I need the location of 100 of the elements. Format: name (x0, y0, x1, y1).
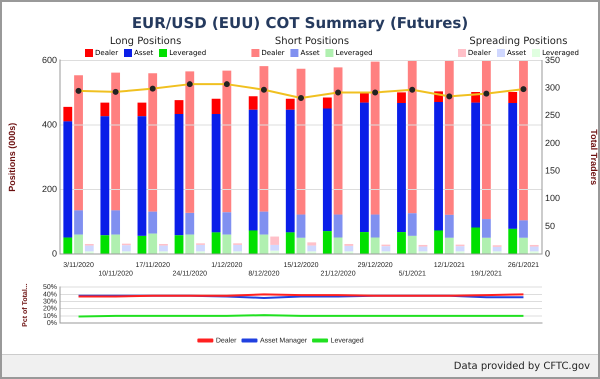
bar (138, 236, 146, 254)
bar (174, 235, 184, 254)
bar (122, 245, 131, 252)
bar (408, 60, 417, 214)
bar (185, 212, 194, 235)
bar (471, 228, 480, 254)
bar (159, 246, 168, 252)
bar (63, 121, 72, 238)
bar (212, 98, 221, 114)
y2-tick-label: 300 (545, 82, 560, 93)
bar (322, 231, 332, 254)
bar (296, 68, 306, 215)
bar (74, 234, 83, 254)
bar (508, 102, 518, 229)
bar (74, 210, 83, 235)
bar (444, 214, 454, 238)
bar (519, 60, 528, 220)
bar (397, 102, 406, 232)
bar (222, 212, 232, 235)
legend-title: Short Positions (274, 36, 350, 47)
bar (344, 246, 354, 252)
bar (434, 230, 443, 254)
y-tick-label: 400 (42, 119, 57, 130)
y2-tick-label: 50 (545, 220, 556, 231)
bar (248, 230, 258, 254)
bar (248, 110, 258, 230)
bar (100, 102, 110, 116)
bar (286, 98, 295, 110)
bar (100, 116, 110, 236)
bar (370, 214, 380, 238)
bar (519, 220, 528, 238)
bar (270, 244, 280, 251)
bar (408, 213, 417, 236)
bar (100, 235, 110, 254)
y-tick-label: 600 (42, 54, 57, 65)
y-tick-label: 200 (42, 184, 57, 194)
bar (508, 92, 518, 103)
bar (138, 102, 146, 116)
bar (111, 234, 120, 254)
bar (260, 234, 268, 254)
bar (530, 246, 539, 252)
bar (63, 238, 72, 254)
y2-tick-label: 250 (545, 110, 560, 120)
bar (138, 116, 146, 236)
bar (63, 106, 72, 122)
bar (334, 67, 342, 215)
bar (434, 102, 443, 230)
bar (322, 108, 332, 232)
bar (444, 60, 454, 215)
bar (233, 244, 242, 252)
bar (397, 92, 406, 103)
bar (148, 212, 158, 234)
bar (508, 228, 518, 254)
bar (260, 212, 268, 235)
bar (296, 214, 306, 238)
bar (196, 244, 205, 252)
bar (360, 102, 369, 232)
bar (148, 234, 158, 254)
bar (360, 232, 369, 254)
y2-tick-label: 100 (545, 193, 560, 204)
bar (286, 110, 295, 232)
bar (248, 96, 258, 110)
y-axis-title: Positions (000s) (6, 122, 17, 192)
bar (492, 246, 502, 252)
bar (296, 238, 306, 254)
bar (270, 236, 280, 245)
bar (360, 92, 369, 103)
bar (74, 75, 83, 210)
bar (185, 71, 194, 213)
bar (519, 238, 528, 254)
bar (370, 62, 380, 215)
bar (111, 210, 120, 235)
y-tick-label: 0 (52, 248, 57, 258)
bar (456, 246, 464, 252)
bar (408, 236, 417, 254)
bar (260, 66, 268, 212)
bar (397, 232, 406, 254)
legend-title: Spreading Positions (468, 36, 568, 47)
bar (444, 238, 454, 254)
y2-tick-label: 350 (545, 54, 560, 65)
bar (84, 246, 94, 252)
bar (286, 232, 295, 254)
bar (307, 246, 316, 252)
chart-title: EUR/USD (EUU) COT Summary (Futures) (130, 14, 470, 32)
y2-tick-label: 0 (545, 248, 550, 258)
bar (185, 234, 194, 254)
legend-title: Long Positions (108, 36, 182, 47)
y2-axis-title: Total Traders (589, 129, 600, 186)
y2-tick-label: 150 (545, 166, 560, 176)
bar (370, 238, 380, 254)
bar (222, 70, 232, 212)
bar (222, 234, 232, 254)
bar (334, 214, 342, 238)
y2-tick-label: 200 (545, 138, 560, 148)
bar (334, 238, 342, 254)
bar (111, 72, 120, 210)
bar (174, 100, 184, 114)
bar (174, 114, 184, 236)
text: Data provided by CFTC.gov (2, 354, 598, 377)
bar (418, 246, 428, 252)
